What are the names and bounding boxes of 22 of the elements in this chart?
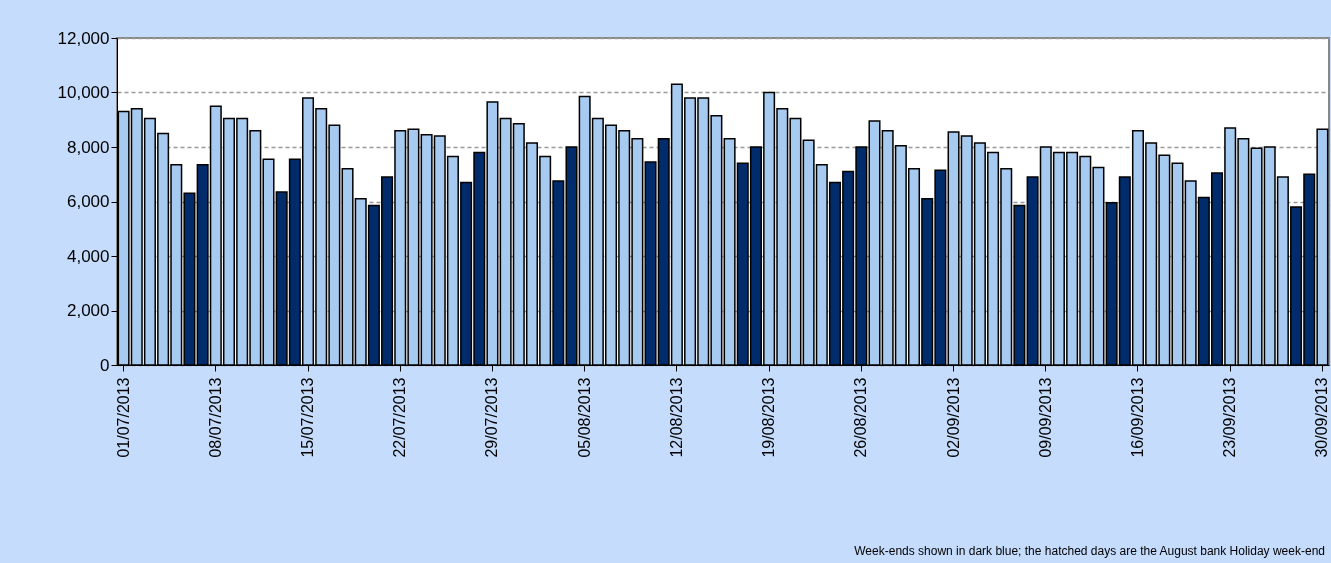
y-tick-label: 6,000 (66, 192, 110, 211)
x-tick-label: 09/09/2013 (1036, 377, 1054, 458)
y-tick-label: 10,000 (57, 83, 110, 102)
x-tick-label: 16/09/2013 (1128, 377, 1146, 458)
x-tick-label: 02/09/2013 (944, 377, 962, 458)
x-tick-label: 26/08/2013 (852, 377, 870, 458)
x-tick-label: 08/07/2013 (206, 377, 224, 458)
x-tick-label: 29/07/2013 (483, 377, 501, 458)
y-tick-label: 12,000 (57, 28, 110, 48)
y-tick-label: 2,000 (66, 301, 110, 320)
y-tick-label: 4,000 (66, 246, 110, 266)
x-tick-label: 19/08/2013 (760, 377, 778, 458)
x-tick-label: 05/08/2013 (575, 377, 593, 458)
y-tick-label: 0 (100, 355, 110, 375)
x-tick-label: 15/07/2013 (299, 377, 317, 458)
x-tick-label: 12/08/2013 (667, 377, 685, 458)
x-tick-label: 22/07/2013 (391, 377, 409, 458)
x-tick-label: 30/09/2013 (1313, 377, 1331, 458)
x-tick-label: 01/07/2013 (114, 377, 132, 458)
text: Week-ends shown in dark blue; the hatched days are the August bank Holiday week-end (854, 544, 1325, 558)
y-tick-label: 8,000 (66, 137, 110, 157)
x-tick-label: 23/09/2013 (1221, 377, 1239, 458)
